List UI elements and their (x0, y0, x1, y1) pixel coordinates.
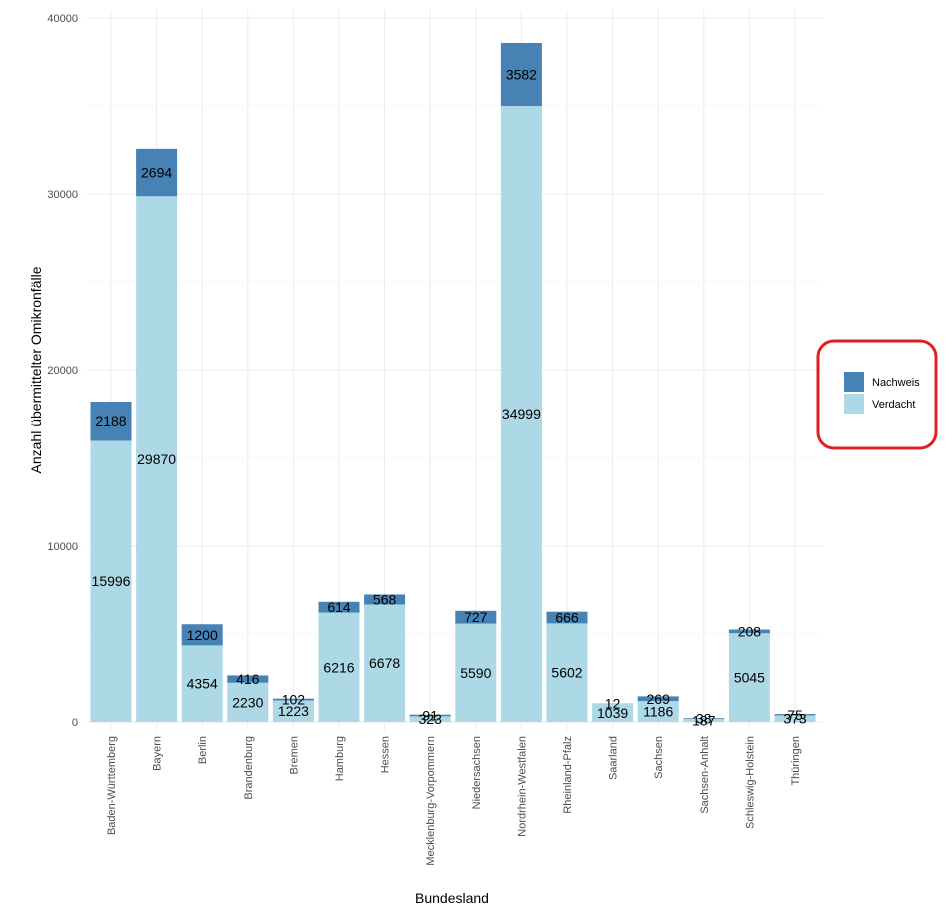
bar-label-verdacht: 4354 (187, 676, 218, 692)
bar-label-nachweis: 568 (373, 591, 397, 607)
bar-label-verdacht: 29870 (137, 451, 176, 467)
bar-verdacht (136, 196, 178, 723)
y-tick-label: 30000 (47, 189, 78, 201)
bar-nachweis (364, 594, 406, 605)
x-tick-label: Berlin (197, 736, 209, 764)
legend-key (844, 394, 864, 414)
bar-verdacht (592, 703, 634, 722)
x-axis-ticks: Baden-Württemberg Bayern Berlin Brandenburg… (106, 736, 802, 866)
legend-label: Nachweis (872, 377, 920, 389)
bar-label-verdacht: 5045 (734, 670, 765, 686)
x-tick-label: Nordrhein-Westfalen (516, 736, 528, 837)
y-tick-label: 0 (72, 717, 78, 729)
bar-nachweis (318, 601, 360, 613)
bar-verdacht (637, 701, 679, 722)
bar-nachweis (683, 718, 725, 719)
y-tick-label: 20000 (47, 365, 78, 377)
bar-label-nachweis: 727 (464, 609, 488, 625)
legend-highlight-box (816, 339, 938, 450)
bars (90, 42, 816, 723)
y-tick-label: 10000 (47, 541, 78, 553)
x-tick-label: Sachsen-Anhalt (699, 736, 711, 814)
bar-nachweis (90, 401, 132, 441)
bar-label-nachweis: 2694 (141, 165, 172, 181)
x-tick-label: Hessen (380, 736, 392, 773)
y-axis-ticks: 0 10000 20000 30000 40000 (47, 13, 78, 729)
grid-minor (87, 105, 822, 635)
x-tick-label: Niedersachsen (471, 736, 483, 809)
bar-label-nachweis: 208 (738, 623, 762, 639)
bar-verdacht (455, 623, 497, 722)
bar-label-nachweis: 3582 (506, 66, 537, 82)
bar-nachweis (774, 714, 816, 716)
x-axis-title: Bundesland (415, 890, 489, 906)
bar-labels: 15996 2188 29870 2694 4354 1200 2230 416 1223102… (92, 66, 807, 728)
bar-nachweis (455, 610, 497, 624)
bar-label-nachweis: 102 (282, 692, 306, 708)
legend: Nachweis Verdacht (816, 339, 938, 450)
legend-key (844, 372, 864, 392)
x-tick-label: Baden-Württemberg (106, 736, 118, 835)
bar-nachweis (409, 714, 451, 717)
x-tick-label: Bremen (288, 736, 300, 775)
bar-label-verdacht: 187 (692, 712, 716, 728)
bar-label-verdacht: 1223 (278, 703, 309, 719)
bar-verdacht (181, 645, 223, 722)
bar-verdacht (774, 715, 816, 722)
bar-label-verdacht: 1186 (643, 704, 673, 720)
bar-label-nachweis: 91 (422, 708, 438, 724)
x-tick-label: Schleswig-Holstein (744, 736, 756, 829)
bar-label-nachweis: 2188 (95, 413, 126, 429)
bar-label-nachweis: 269 (647, 691, 671, 707)
bar-label-verdacht: 5602 (551, 665, 582, 681)
x-tick-label: Sachsen (653, 736, 665, 779)
bar-label-verdacht: 6216 (323, 659, 354, 675)
bar-label-verdacht: 34999 (502, 406, 541, 422)
bar-verdacht (227, 682, 269, 722)
bar-verdacht (318, 612, 360, 722)
x-tick-label: Rheinland-Pfalz (562, 736, 574, 814)
legend-label: Verdacht (872, 399, 915, 411)
bar-nachweis (181, 624, 223, 646)
x-tick-label: Saarland (608, 736, 620, 780)
bar-verdacht (90, 440, 132, 722)
bar-label-nachweis: 1200 (187, 627, 218, 643)
bar-nachweis (227, 675, 269, 683)
x-tick-label: Brandenburg (243, 736, 255, 800)
bar-label-nachweis: 12 (605, 696, 621, 712)
bar-nachweis (728, 629, 770, 634)
bar-label-nachweis: 416 (236, 671, 260, 687)
bar-label-verdacht: 373 (783, 711, 807, 727)
bar-label-verdacht: 2230 (232, 694, 263, 710)
bar-label-verdacht: 15996 (92, 573, 131, 589)
bar-label-nachweis: 614 (327, 599, 351, 615)
bar-label-nachweis: 666 (555, 610, 579, 626)
bar-label-verdacht: 6678 (369, 655, 400, 671)
bar-label-verdacht: 5590 (460, 665, 491, 681)
bar-nachweis (500, 42, 542, 107)
y-tick-label: 40000 (47, 13, 78, 25)
bar-label-nachweis: 75 (787, 707, 803, 723)
bar-verdacht (683, 718, 725, 722)
bar-verdacht (272, 700, 314, 722)
bar-verdacht (500, 106, 542, 723)
x-tick-label: Hamburg (334, 736, 346, 781)
x-tick-label: Mecklenburg-Vorpommern (425, 736, 437, 866)
bar-nachweis (546, 611, 588, 624)
bar-verdacht (364, 604, 406, 722)
bar-label-nachweis: 38 (696, 710, 712, 726)
bar-nachweis (136, 148, 178, 197)
bar-verdacht (728, 633, 770, 722)
bar-nachweis (637, 696, 679, 702)
bar-label-verdacht: 1039 (597, 705, 628, 721)
bar-verdacht (409, 716, 451, 722)
grid-major (87, 10, 822, 730)
bar-verdacht (546, 623, 588, 722)
bar-label-verdacht: 323 (419, 711, 443, 727)
x-tick-label: Thüringen (790, 736, 802, 786)
y-axis-title: Anzahl übermittelter Omikronfälle (28, 266, 44, 473)
bar-nachweis (272, 698, 314, 701)
x-tick-label: Bayern (152, 736, 164, 771)
